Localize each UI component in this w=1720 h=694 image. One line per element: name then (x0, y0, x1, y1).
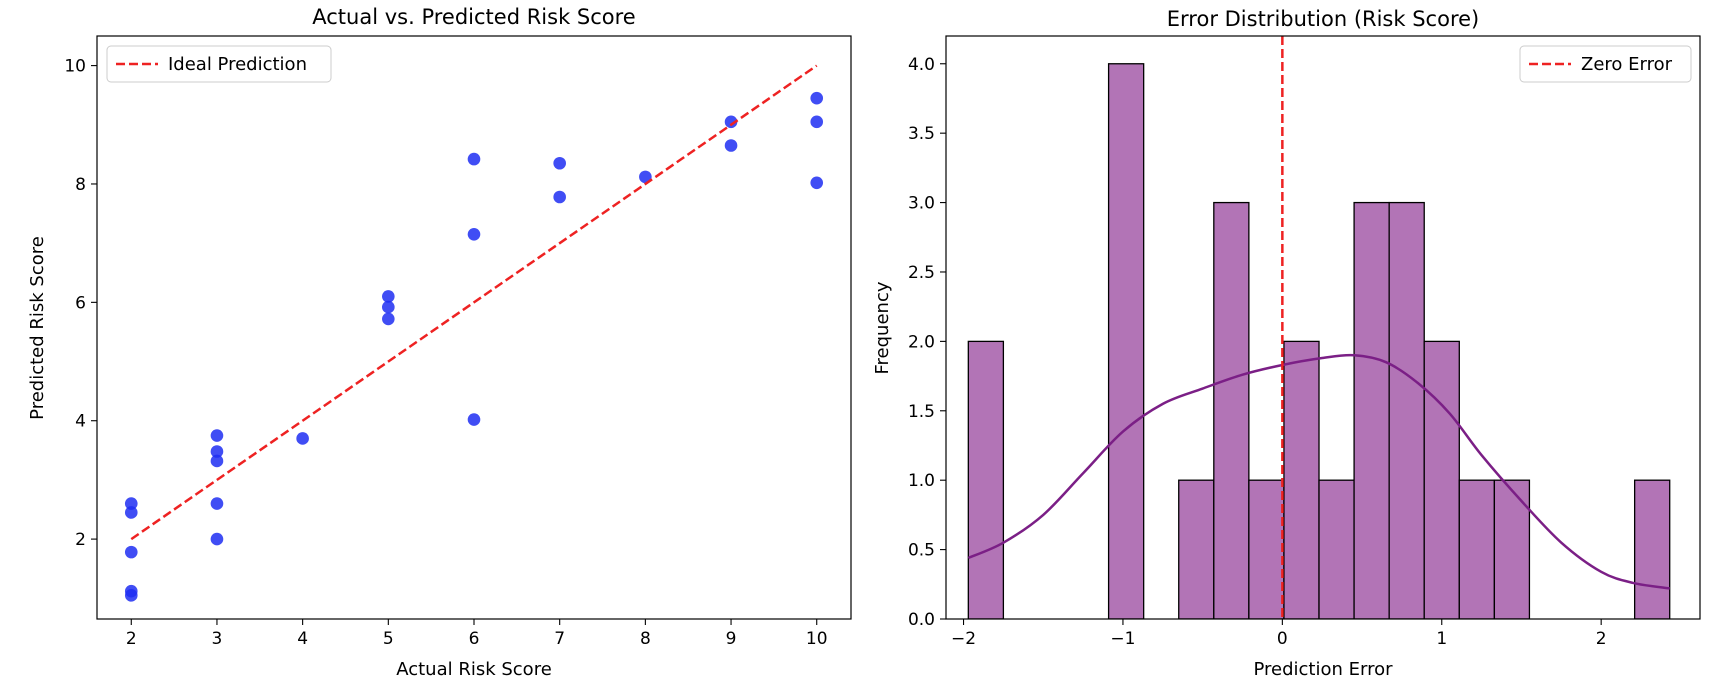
scatter-point (553, 190, 566, 204)
scatter-xtick-label: 2 (126, 629, 137, 649)
scatter-point (124, 497, 138, 510)
scatter-legend-box (106, 45, 332, 83)
scatter-point (724, 139, 738, 152)
scatter-point (639, 170, 652, 184)
ideal-prediction-line (130, 64, 818, 541)
histogram-bar (967, 340, 1005, 619)
scatter-point (467, 152, 481, 166)
histogram-ytick-label: 0.0 (908, 610, 935, 630)
scatter-point (382, 290, 395, 303)
scatter-point (382, 312, 395, 326)
scatter-ytick-label: 8 (75, 175, 86, 195)
histogram-ytick-label: 4.0 (908, 55, 935, 75)
histogram-legend-label: Zero Error (1581, 54, 1673, 75)
histogram-bar (1178, 479, 1215, 619)
histogram-ytick-label: 2.0 (908, 332, 935, 352)
scatter-xtick-label: 5 (383, 629, 394, 649)
scatter-point (210, 429, 224, 442)
scatter-legend-label: Ideal Prediction (168, 54, 307, 75)
histogram-bar (1493, 479, 1531, 619)
scatter-xtick-label: 3 (212, 629, 223, 649)
scatter-point (296, 432, 309, 445)
histogram-bar (1353, 201, 1390, 619)
scatter-point (467, 413, 481, 426)
scatter-ytick-label: 2 (75, 530, 86, 550)
histogram-ytick-label: 0.5 (908, 541, 935, 561)
scatter-plot-frame (96, 35, 852, 620)
scatter-marks (124, 64, 824, 602)
scatter-point (553, 156, 566, 170)
scatter-point (124, 589, 138, 602)
histogram-ytick-label: 1.5 (908, 402, 935, 422)
histogram-bar (1213, 201, 1250, 619)
scatter-xtick-label: 9 (726, 629, 737, 649)
histogram-legend: Zero Error (1519, 45, 1692, 83)
scatter-point (810, 176, 824, 190)
scatter-title: Actual vs. Predicted Risk Score (312, 5, 635, 29)
histogram-bar (1633, 479, 1671, 619)
scatter-xlabel: Actual Risk Score (396, 659, 552, 680)
histogram-xtick-label: −2 (951, 629, 976, 649)
scatter-point (210, 532, 224, 546)
scatter-point (724, 115, 738, 129)
scatter-xtick-label: 4 (297, 629, 308, 649)
histogram-xtick-label: 1 (1436, 629, 1447, 649)
histogram-title: Error Distribution (Risk Score) (1167, 7, 1479, 31)
scatter-legend: Ideal Prediction (106, 45, 332, 83)
scatter-ytick-label: 6 (75, 293, 86, 313)
histogram-bar (1458, 479, 1496, 619)
scatter-point (124, 506, 138, 519)
histogram-panel: Error Distribution (Risk Score) Predicti… (872, 7, 1701, 680)
scatter-point (210, 497, 224, 510)
scatter-panel: Actual vs. Predicted Risk Score Actual R… (27, 5, 852, 680)
histogram-xlabel: Prediction Error (1253, 659, 1393, 680)
scatter-point (467, 227, 481, 241)
scatter-point (382, 300, 395, 314)
scatter-xtick-label: 8 (640, 629, 651, 649)
histogram-bar (1283, 340, 1320, 619)
scatter-ylabel: Predicted Risk Score (27, 236, 48, 420)
histogram-bar (1318, 479, 1355, 619)
histogram-ticks: −2 −1 0 1 2 0.0 0.5 1.0 1.5 2.0 2.5 3.0 3.5 4.0 (908, 55, 1607, 649)
scatter-ytick-label: 10 (64, 57, 86, 77)
scatter-ticks: 2 3 4 5 6 7 8 9 10 2 4 6 8 10 (64, 57, 827, 649)
histogram-bar (1107, 63, 1145, 619)
histogram-ytick-label: 1.0 (908, 471, 935, 491)
scatter-point (810, 91, 824, 105)
histogram-marks (967, 36, 1671, 619)
histogram-bar (1388, 201, 1425, 619)
histogram-xtick-label: 2 (1596, 629, 1607, 649)
kde-curve (967, 353, 1670, 590)
histogram-bar (1423, 340, 1460, 619)
scatter-xtick-label: 6 (469, 629, 480, 649)
scatter-xtick-label: 7 (554, 629, 565, 649)
scatter-point (210, 454, 224, 468)
scatter-ytick-label: 4 (75, 412, 86, 432)
histogram-xtick-label: 0 (1277, 629, 1288, 649)
histogram-xtick-label: −1 (1110, 629, 1135, 649)
scatter-point (810, 115, 824, 129)
histogram-ytick-label: 2.5 (908, 263, 935, 283)
histogram-bar (1248, 479, 1285, 619)
histogram-legend-box (1519, 45, 1692, 83)
scatter-point (210, 445, 224, 458)
scatter-point (124, 545, 138, 559)
scatter-xtick-label: 10 (806, 629, 828, 649)
histogram-plot-frame (945, 35, 1701, 620)
histogram-ylabel: Frequency (872, 281, 893, 374)
histogram-ytick-label: 3.0 (908, 194, 935, 214)
histogram-ytick-label: 3.5 (908, 124, 935, 144)
